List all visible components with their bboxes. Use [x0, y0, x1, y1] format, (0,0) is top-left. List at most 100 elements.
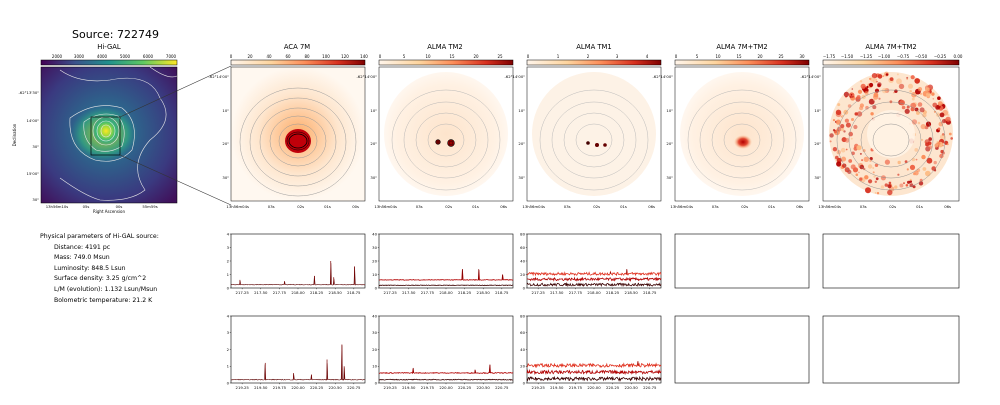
noise-blob	[917, 102, 923, 107]
noise-blob	[851, 88, 854, 90]
panel-title-tm1: ALMA TM1	[576, 43, 611, 51]
aca7m-contours	[239, 87, 357, 197]
spectrum-series	[378, 364, 514, 375]
noise-blob	[849, 95, 852, 99]
map-xtick-label: 03s	[860, 204, 867, 209]
map-xtick-label: 03s	[416, 204, 423, 209]
noise-blob	[917, 121, 921, 125]
noise-blob	[874, 180, 877, 183]
noise-blob	[914, 78, 920, 84]
noise-blob	[911, 157, 916, 162]
noise-blob	[950, 137, 953, 140]
higal-colorbar	[40, 59, 178, 66]
spectrum-panel: 0 10 20 30 40 217.25 217.50 217.75 218.00 218.25 2…	[372, 231, 514, 295]
spectrum-xtick-label: 217.25	[532, 290, 546, 295]
spectrum-ytick-label: 20	[520, 272, 525, 277]
map-xtick-label: 03s	[268, 204, 275, 209]
noise-blob	[947, 114, 949, 116]
noise-blob	[835, 155, 839, 160]
noise-blob	[870, 112, 874, 116]
noise-blob	[840, 127, 845, 132]
tm1-source-a	[586, 141, 590, 145]
noise-blob	[859, 152, 862, 155]
noise-blob	[909, 90, 912, 93]
zoom-connector-top	[119, 65, 232, 118]
spectrum-xtick-label: 220.75	[495, 385, 509, 390]
spectrum-ytick-label: 40	[520, 258, 525, 263]
spectrum-ytick-label: 40	[520, 347, 525, 352]
spectrum-xtick-label: 220.75	[643, 385, 657, 390]
map-xtick-label: 13h56m04s	[522, 204, 545, 209]
spectrum-xtick-label: 220.25	[458, 385, 472, 390]
spectrum-ytick-label: 3	[227, 330, 230, 335]
zoom-connector-bottom	[119, 154, 232, 206]
map-xtick-label: 02s	[297, 204, 304, 209]
spectrum-series	[526, 276, 662, 282]
svg-text:−0.50: −0.50	[915, 54, 928, 59]
svg-text:0.00: 0.00	[954, 54, 963, 59]
noise-blob	[881, 87, 888, 94]
svg-text:15: 15	[449, 54, 455, 59]
noise-blob	[875, 78, 877, 81]
noise-blob	[911, 119, 918, 125]
empty-spectrum-box-4	[822, 315, 960, 384]
noise-blob	[840, 147, 846, 153]
spectrum-xtick-label: 220.00	[587, 385, 601, 390]
svg-text:120: 120	[341, 54, 349, 59]
map-xtick-label: 01s	[472, 204, 479, 209]
noise-blob	[942, 144, 945, 147]
tm1-colorbar	[526, 59, 662, 66]
svg-text:10: 10	[715, 54, 721, 59]
tm1-colorbar-ticks: 0 1 2 3 4	[527, 54, 649, 59]
spectrum-xtick-label: 217.50	[254, 290, 268, 295]
noise-blob	[904, 108, 910, 114]
tm2-source-b	[447, 139, 455, 147]
noise-blob	[901, 105, 906, 110]
noise-blob	[859, 103, 865, 108]
tm1-panel: ALMA TM1 0 1 2 3 4	[526, 43, 662, 202]
spectrum-ytick-label: 10	[372, 272, 377, 277]
spectrum-xtick-label: 218.50	[329, 290, 343, 295]
noise-blob	[856, 145, 862, 151]
spectrum-ytick-label: 20	[372, 347, 377, 352]
svg-text:60: 60	[285, 54, 291, 59]
spectrum-xtick-label: 217.75	[273, 290, 287, 295]
noise-blob	[932, 98, 935, 100]
map-xtick-label: 01s	[916, 204, 923, 209]
noise-blob	[875, 177, 879, 181]
noise-blob	[904, 160, 908, 164]
higal-colorbar-ticks: 2000 3000 4000 5000 6000 7000	[52, 54, 177, 59]
param-surface-density: Surface density: 3.25 g/cm^2	[54, 275, 147, 283]
noise-blob	[869, 82, 874, 88]
noise-blob	[888, 181, 892, 185]
noise-blob	[906, 168, 909, 171]
map-ytick-label: 10"	[666, 108, 673, 113]
noise-blob	[906, 78, 909, 80]
noise-blob	[928, 137, 932, 141]
map-xtick-label: 02s	[445, 204, 452, 209]
noise-blob	[869, 157, 873, 161]
noise-blob	[829, 133, 834, 138]
tm1-primary-beam	[532, 72, 656, 196]
svg-text:10: 10	[425, 54, 431, 59]
svg-text:−1.50: −1.50	[841, 54, 854, 59]
svg-text:40: 40	[266, 54, 272, 59]
noise-blob	[887, 189, 893, 196]
noise-blob	[931, 92, 935, 96]
spectrum-xtick-label: 217.75	[569, 290, 583, 295]
svg-text:7000: 7000	[166, 54, 177, 59]
noise-blob	[897, 173, 900, 176]
noise-blob	[835, 109, 842, 116]
spectrum-xtick-label: 219.75	[273, 385, 287, 390]
noise-blob	[866, 85, 869, 89]
param-lm-evolution: L/M (evolution): 1.132 Lsun/Msun	[54, 285, 158, 293]
noise-blob	[852, 96, 854, 98]
noise-blob	[868, 179, 873, 184]
noise-blob	[925, 170, 931, 177]
svg-text:0: 0	[675, 54, 678, 59]
noise-blob	[912, 185, 916, 189]
map-ytick-label: 30"	[222, 175, 229, 180]
aca7m-peak-contour	[288, 133, 308, 149]
noise-blob	[899, 183, 904, 188]
